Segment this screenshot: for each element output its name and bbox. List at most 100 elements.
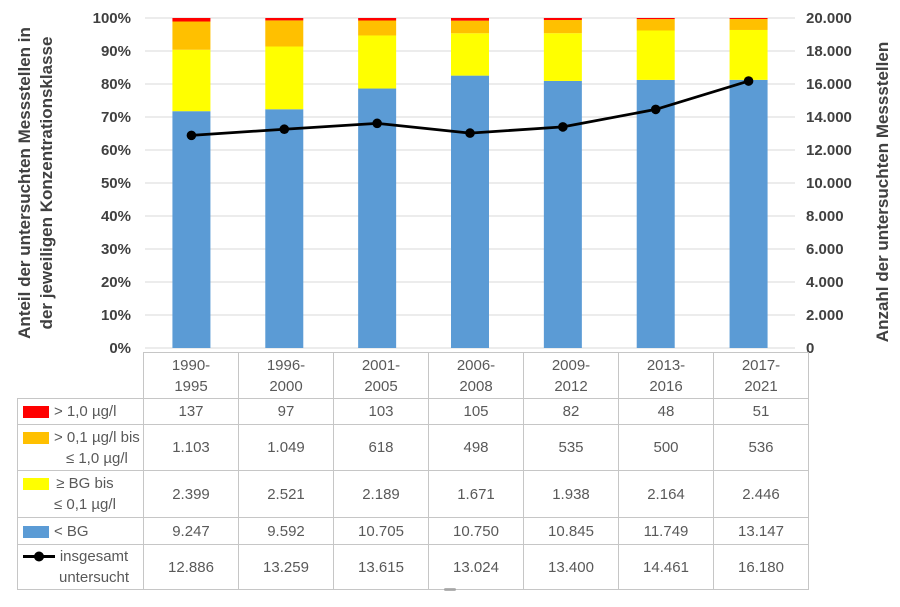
legend-cell: > 1,0 µg/l (17, 398, 144, 425)
column-header: 2009- 2012 (523, 352, 619, 399)
value-cell: 48 (618, 398, 714, 425)
left-axis-tick: 40% (101, 208, 131, 225)
value-cell: 13.400 (523, 544, 619, 590)
value-cell: 498 (428, 424, 524, 471)
value-cell: 16.180 (713, 544, 809, 590)
bar-segment (172, 18, 211, 22)
value-cell: 2.164 (618, 470, 714, 518)
table-row: > 1,0 µg/l 137 97 103 105 82 48 51 (17, 398, 809, 425)
left-axis-title-line1: Anteil der untersuchten Messstellen in (15, 27, 34, 339)
value-cell: 82 (523, 398, 619, 425)
value-cell: 1.103 (143, 424, 239, 471)
value-cell: 536 (713, 424, 809, 471)
total-line-marker (186, 130, 197, 141)
left-axis-tick: 90% (101, 43, 131, 60)
column-header: 1990- 1995 (143, 352, 239, 399)
value-cell: 103 (333, 398, 429, 425)
left-axis-tick: 100% (93, 10, 131, 27)
value-cell: 105 (428, 398, 524, 425)
bar-segment (451, 75, 489, 349)
value-cell: 1.938 (523, 470, 619, 518)
total-line-marker (558, 122, 568, 132)
value-cell: 10.750 (428, 517, 524, 545)
left-axis-tick: 30% (101, 241, 131, 258)
value-cell: 13.024 (428, 544, 524, 590)
right-axis-tick: 12.000 (806, 142, 852, 159)
value-cell: 14.461 (618, 544, 714, 590)
value-cell: 11.749 (618, 517, 714, 545)
value-cell: 1.671 (428, 470, 524, 518)
value-cell: 13.147 (713, 517, 809, 545)
right-axis-tick: 20.000 (806, 10, 852, 27)
legend-swatch-blue (23, 525, 49, 538)
bar-segment (172, 111, 211, 348)
legend-label: insgesamt untersucht (59, 548, 130, 586)
bar-segment (265, 20, 304, 47)
left-axis-tick: 20% (101, 274, 131, 291)
value-cell: 13.259 (238, 544, 334, 590)
bar-segment (172, 49, 211, 112)
right-axis-tick: 2.000 (806, 307, 844, 324)
stray-mark (444, 588, 456, 591)
bar-segment (729, 29, 768, 80)
bar-segment (265, 46, 304, 110)
right-axis-ticks: 20.000 18.000 16.000 14.000 12.000 10.000 8.00… (806, 10, 852, 357)
legend-cell: insgesamt untersucht (17, 544, 144, 590)
column-header: 2001- 2005 (333, 352, 429, 399)
left-axis-title-line2: der jeweiligen Konzentrationsklasse (37, 37, 56, 330)
value-cell: 12.886 (143, 544, 239, 590)
table-row: > 0,1 µg/l bis ≤ 1,0 µg/l 1.103 1.049 618 49… (17, 424, 809, 471)
value-cell: 2.399 (143, 470, 239, 518)
value-cell: 51 (713, 398, 809, 425)
right-axis-tick: 10.000 (806, 175, 852, 192)
left-axis-tick: 50% (101, 175, 131, 192)
legend-swatch-red (23, 406, 49, 418)
value-cell: 618 (333, 424, 429, 471)
value-cell: 10.845 (523, 517, 619, 545)
bar-segment (358, 20, 397, 36)
total-line-marker (743, 76, 754, 86)
table-row: ≥ BG bis ≤ 0,1 µg/l 2.399 2.521 2.189 1.671 1… (17, 470, 809, 518)
bar-segment (543, 18, 582, 21)
bar-segment (358, 35, 397, 89)
bar-segment (451, 18, 489, 21)
value-cell: 10.705 (333, 517, 429, 545)
bar-segment (358, 18, 397, 21)
right-axis-tick: 14.000 (806, 109, 852, 126)
total-line-marker (279, 124, 290, 135)
legend-cell: ≥ BG bis ≤ 0,1 µg/l (17, 470, 144, 518)
legend-swatch-orange (23, 431, 49, 444)
table-row: insgesamt untersucht 12.886 13.259 13.615 13… (17, 544, 809, 590)
value-cell: 535 (523, 424, 619, 471)
value-cell: 2.521 (238, 470, 334, 518)
bar-segment (543, 33, 582, 81)
value-cell: 2.189 (333, 470, 429, 518)
legend-label: < BG (54, 522, 89, 540)
bar-segment (265, 109, 304, 349)
left-axis-ticks: 100% 90% 80% 70% 60% 50% 40% 30% 20% 10% 0% (93, 10, 131, 357)
bar-segment (451, 33, 489, 76)
column-header: 2017- 2021 (713, 352, 809, 399)
right-axis-tick: 18.000 (806, 43, 852, 60)
total-line-marker (465, 128, 475, 138)
right-axis-tick: 16.000 (806, 76, 852, 93)
table-row: < BG 9.247 9.592 10.705 10.750 10.845 11.749 13… (17, 517, 809, 545)
line-marker-icon (23, 551, 55, 562)
legend-swatch-yellow (23, 478, 49, 490)
right-axis-tick: 8.000 (806, 208, 844, 225)
left-axis-tick: 10% (101, 307, 131, 324)
value-cell: 1.049 (238, 424, 334, 471)
right-axis-tick: 6.000 (806, 241, 844, 258)
legend-data-table: 1990- 1995 1996- 2000 2001- 2005 2006- 2008… (17, 352, 809, 590)
value-cell: 137 (143, 398, 239, 425)
bar-segment (636, 30, 675, 80)
bar-segment (636, 18, 675, 20)
right-axis-tick: 4.000 (806, 274, 844, 291)
value-cell: 13.615 (333, 544, 429, 590)
table-header-row: 1990- 1995 1996- 2000 2001- 2005 2006- 2008… (18, 352, 809, 399)
bar-segment (636, 79, 675, 349)
legend-label: ≥ BG bis ≤ 0,1 µg/l (54, 475, 116, 513)
bar-segment (451, 20, 489, 34)
legend-cell: < BG (17, 517, 144, 545)
